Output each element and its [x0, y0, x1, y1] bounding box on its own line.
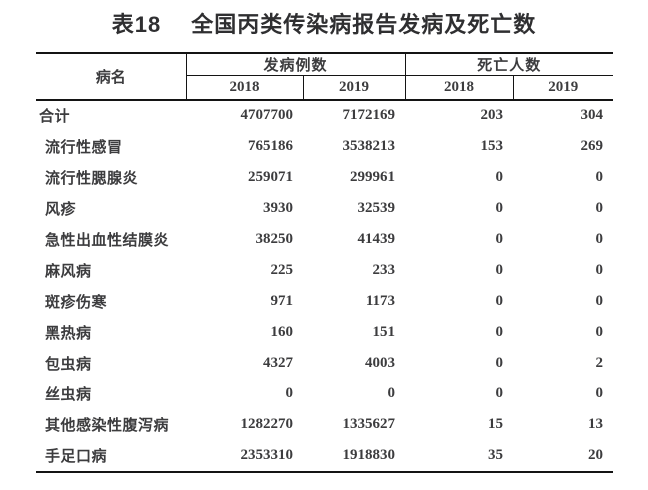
- table-title-text: 全国丙类传染病报告发病及死亡数: [191, 12, 537, 37]
- deaths-2019-cell: 0: [595, 200, 604, 217]
- table-number-label: 表18: [111, 12, 162, 37]
- disease-name-cell: 急性出血性结膜炎: [45, 233, 170, 249]
- cases-2019-cell: 32539: [357, 200, 396, 217]
- deaths-2019-cell: 269: [580, 138, 604, 155]
- deaths-2019-cell: 13: [588, 416, 604, 433]
- deaths-2019-cell: 0: [595, 292, 604, 309]
- deaths-2019-cell: 0: [595, 261, 604, 278]
- deaths-group-header: 死亡人数: [405, 52, 614, 76]
- cases-2019-cell: 1335627: [342, 416, 396, 433]
- deaths-2019-cell: 0: [595, 385, 604, 402]
- cases-2018-cell: 160: [270, 323, 294, 340]
- disease-name-cell: 包虫病: [45, 356, 92, 373]
- year-header-row: 2018 2019 2018 2019: [36, 75, 614, 101]
- table-row: 流行性感冒 765186 3538213 153 269: [36, 131, 613, 162]
- cases-2019-header: 2019: [303, 75, 406, 101]
- disease-name-cell: 麻风病: [45, 263, 92, 280]
- deaths-2018-cell: 35: [405, 440, 514, 474]
- deaths-2018-cell: 0: [495, 385, 504, 402]
- table-row: 斑疹伤寒 971 1173 0 0: [36, 286, 613, 317]
- deaths-2019-cell: 0: [595, 231, 604, 247]
- cases-2018-cell: 259071: [248, 169, 293, 186]
- cases-2018-cell: 0: [285, 385, 294, 402]
- table-row: 手足口病 2353310 1918830 35 20: [36, 440, 614, 474]
- page-title: 表18 全国丙类传染病报告发病及死亡数: [0, 7, 648, 39]
- cases-2019-cell: 0: [387, 385, 396, 402]
- cases-2019-cell: 299961: [350, 169, 396, 186]
- table-body: 合计 4707700 7172169 203 304 流行性感冒 765186 …: [36, 100, 614, 474]
- cases-2018-cell: 3930: [263, 200, 293, 217]
- deaths-2018-header: 2018: [405, 75, 514, 101]
- deaths-2018-cell: 203: [480, 107, 504, 124]
- table-row: 风疹 3930 32539 0 0: [36, 193, 613, 224]
- table-row: 流行性腮腺炎 259071 299961 0 0: [36, 162, 613, 193]
- disease-name-cell: 流行性腮腺炎: [45, 171, 139, 188]
- cases-2018-cell: 4327: [263, 354, 293, 371]
- deaths-2019-cell: 0: [595, 169, 604, 186]
- disease-name-cell: 斑疹伤寒: [45, 294, 108, 311]
- deaths-2018-cell: 0: [495, 200, 504, 217]
- cases-2019-cell: 4003: [365, 354, 396, 371]
- deaths-2018-cell: 0: [495, 323, 504, 340]
- table-row-total: 合计 4707700 7172169 203 304: [36, 100, 613, 132]
- deaths-2019-cell: 304: [580, 107, 604, 124]
- cases-2019-cell: 151: [372, 323, 396, 340]
- deaths-2018-cell: 15: [488, 416, 504, 433]
- disease-name-cell: 黑热病: [45, 325, 92, 342]
- cases-2018-cell: 971: [270, 292, 294, 309]
- deaths-2019-cell: 0: [595, 323, 604, 340]
- table-row: 其他感染性腹泻病 1282270 1335627 15 13: [36, 409, 613, 440]
- deaths-2018-cell: 0: [495, 354, 504, 371]
- deaths-2018-cell: 153: [480, 138, 504, 155]
- table-row: 包虫病 4327 4003 0 2: [36, 348, 613, 379]
- cases-group-header: 发病例数: [186, 52, 406, 76]
- deaths-2018-cell: 0: [495, 292, 504, 309]
- cases-2019-cell: 1173: [365, 292, 396, 309]
- disease-name-cell: 合计: [39, 109, 71, 126]
- cases-2018-cell: 225: [270, 261, 294, 278]
- cases-2019-cell: 3538213: [342, 138, 396, 155]
- deaths-2019-cell: 2: [595, 354, 604, 371]
- table-row: 丝虫病 0 0 0 0: [36, 379, 613, 410]
- disease-name-cell: 风疹: [45, 202, 77, 219]
- deaths-2019-header: 2019: [513, 75, 614, 101]
- cases-2019-cell: 41439: [357, 231, 396, 247]
- deaths-2018-cell: 0: [495, 261, 504, 278]
- disease-name-header: 病名: [36, 52, 187, 101]
- cases-2018-cell: 1282270: [240, 416, 294, 433]
- disease-name-cell: 其他感染性腹泻病: [45, 418, 170, 435]
- cases-2019-cell: 7172169: [342, 107, 396, 124]
- deaths-2018-cell: 0: [495, 231, 504, 247]
- table-row: 黑热病 160 151 0 0: [36, 317, 613, 348]
- disease-name-cell: 流行性感冒: [45, 140, 123, 157]
- cases-2018-header: 2018: [186, 75, 304, 101]
- cases-2018-cell: 38250: [255, 231, 294, 247]
- table-row: 麻风病 225 233 0 0: [36, 255, 613, 286]
- deaths-2018-cell: 0: [495, 169, 504, 186]
- cases-2018-cell: 2353310: [186, 440, 303, 474]
- disease-statistics-table: 病名 发病例数 死亡人数 2018 2019 2018 2019 合计 4707…: [36, 52, 614, 474]
- table-row: 急性出血性结膜炎 38250 41439 0 0: [36, 224, 613, 255]
- cases-2018-cell: 4707700: [240, 107, 294, 124]
- cases-2019-cell: 1918830: [303, 440, 406, 474]
- disease-name-cell: 手足口病: [36, 440, 186, 474]
- report-page: 表18 全国丙类传染病报告发病及死亡数 病名 发病例数 死亡人数 2018 20…: [0, 7, 648, 490]
- deaths-2019-cell: 20: [513, 440, 614, 474]
- table-header: 病名 发病例数 死亡人数 2018 2019 2018 2019: [36, 52, 614, 101]
- disease-name-cell: 丝虫病: [45, 387, 92, 404]
- cases-2018-cell: 765186: [248, 138, 293, 155]
- cases-2019-cell: 233: [372, 261, 396, 278]
- group-header-row: 病名 发病例数 死亡人数: [36, 52, 614, 101]
